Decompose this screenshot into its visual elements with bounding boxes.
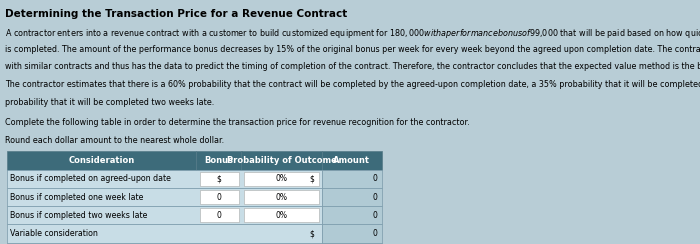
Bar [241, 151, 322, 170]
Text: 0: 0 [372, 229, 377, 238]
Bar [322, 243, 382, 244]
Bar [7, 188, 322, 206]
Text: A contractor enters into a revenue contract with a customer to build customized : A contractor enters into a revenue contr… [5, 27, 700, 40]
Text: Bonus if completed two weeks late: Bonus if completed two weeks late [10, 211, 147, 220]
Text: Bonus if completed on agreed-upon date: Bonus if completed on agreed-upon date [10, 174, 171, 183]
Text: with similar contracts and thus has the data to predict the timing of completion: with similar contracts and thus has the … [5, 62, 700, 71]
Text: 0: 0 [216, 193, 221, 202]
Bar [199, 208, 239, 222]
Text: 0: 0 [216, 211, 221, 220]
Text: probability that it will be completed two weeks late.: probability that it will be completed tw… [5, 98, 214, 107]
Text: 0: 0 [372, 211, 377, 220]
Text: $: $ [309, 174, 314, 183]
Text: Probability of Outcome: Probability of Outcome [227, 156, 337, 165]
Text: Round each dollar amount to the nearest whole dollar.: Round each dollar amount to the nearest … [5, 136, 224, 145]
Bar [7, 170, 322, 188]
Bar [322, 151, 382, 170]
Bar [7, 243, 322, 244]
Text: The contractor estimates that there is a 60% probability that the contract will : The contractor estimates that there is a… [5, 80, 700, 89]
Bar [7, 206, 322, 224]
Text: $: $ [216, 174, 221, 183]
Text: Complete the following table in order to determine the transaction price for rev: Complete the following table in order to… [5, 118, 470, 127]
Bar [196, 151, 242, 170]
Bar [7, 224, 322, 243]
Bar [7, 151, 196, 170]
Text: Bonus if completed one week late: Bonus if completed one week late [10, 193, 144, 202]
Text: 0%: 0% [275, 174, 287, 183]
Text: is completed. The amount of the performance bonus decreases by 15% of the origin: is completed. The amount of the performa… [5, 45, 700, 54]
Text: Amount: Amount [333, 156, 370, 165]
Text: Determining the Transaction Price for a Revenue Contract: Determining the Transaction Price for a … [5, 9, 347, 19]
Text: 0%: 0% [275, 211, 287, 220]
Bar [244, 208, 318, 222]
Bar [322, 224, 382, 243]
Text: Variable consideration: Variable consideration [10, 229, 98, 238]
Bar [322, 170, 382, 188]
Bar [322, 188, 382, 206]
Bar [322, 206, 382, 224]
Text: 0: 0 [372, 193, 377, 202]
Bar [244, 172, 318, 186]
Bar [244, 190, 318, 204]
Text: Bonus: Bonus [204, 156, 233, 165]
Text: $: $ [309, 229, 314, 238]
Bar [199, 172, 239, 186]
Text: 0: 0 [372, 174, 377, 183]
Bar [199, 190, 239, 204]
Text: Consideration: Consideration [69, 156, 134, 165]
Text: 0%: 0% [275, 193, 287, 202]
